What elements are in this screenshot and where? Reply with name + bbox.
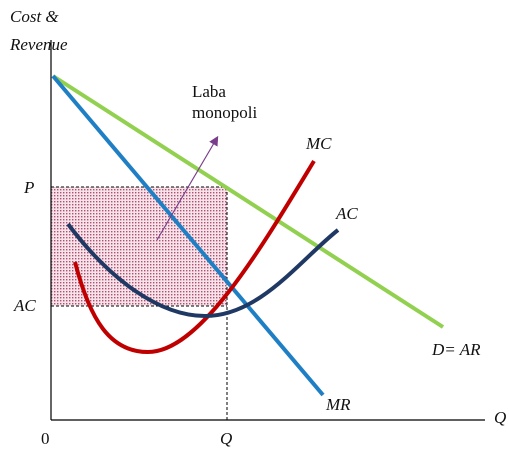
mc-curve — [73, 159, 316, 355]
y-axis-label: Revenue — [9, 35, 68, 54]
mc-label: MC — [305, 134, 332, 153]
ac-curve-label: AC — [335, 204, 358, 223]
ac-curve — [66, 222, 340, 319]
origin-label: 0 — [41, 429, 50, 448]
ac-level-label: AC — [13, 296, 36, 315]
demand-label: D= AR — [431, 340, 481, 359]
guide-lines — [51, 186, 228, 420]
annotation-text: Laba — [192, 82, 226, 101]
mr-label: MR — [325, 395, 351, 414]
quantity-label: Q — [220, 429, 232, 448]
y-axis-label: Cost & — [10, 7, 59, 26]
price-label: P — [23, 178, 34, 197]
x-axis-label: Q — [494, 408, 506, 427]
profit-area — [51, 187, 227, 306]
mr-curve — [51, 74, 325, 397]
annotation-text: monopoli — [192, 103, 257, 122]
annotation-arrow — [156, 135, 219, 241]
demand-curve — [51, 74, 445, 329]
